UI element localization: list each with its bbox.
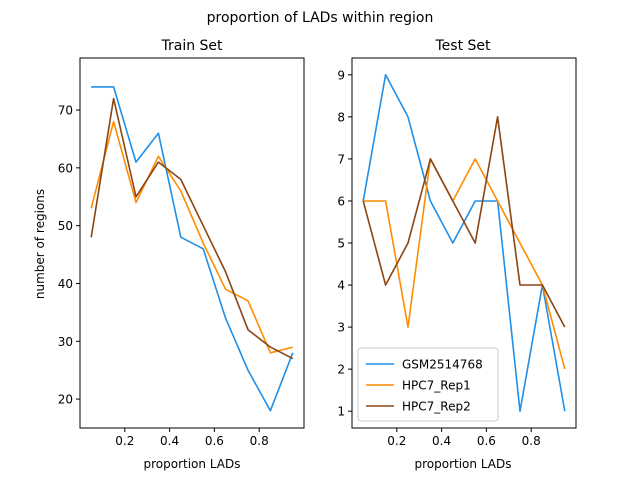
test-set-series-line-hpc7-rep2	[362, 116, 566, 328]
train-set-y-tick-label: 70	[58, 104, 73, 118]
test-set-panel: Test Set 0.2 0.4 0.6 0.8 1 2 3 4 5 6 7 8 9 GSM2514768…	[337, 38, 577, 471]
train-set-y-tick-label: 30	[58, 335, 73, 349]
test-set-y-tick-label: 4	[337, 279, 345, 293]
train-set-title: Train Set	[160, 38, 223, 54]
train-set-plot-area: 0.2 0.4 0.6 0.8 20 30 40 50 60 70	[58, 57, 305, 448]
test-set-legend: GSM2514768 HPC7_Rep1 HPC7_Rep2	[357, 347, 499, 422]
test-set-x-tick-label: 0.8	[522, 434, 541, 448]
legend-label-gsm2514768: GSM2514768	[402, 358, 483, 372]
train-set-series-line-gsm2514768	[91, 86, 294, 412]
legend-label-hpc7-rep2: HPC7_Rep2	[402, 400, 471, 414]
train-set-axes-frame	[79, 57, 305, 429]
train-set-x-tick-label: 0.6	[205, 434, 224, 448]
train-set-xlabel: proportion LADs	[144, 457, 241, 471]
test-set-y-tick-label: 7	[337, 152, 345, 166]
legend-frame	[357, 347, 499, 422]
train-set-series-line-hpc7-rep1	[90, 120, 293, 354]
test-set-y-tick-label: 9	[337, 68, 345, 82]
test-set-y-tick-label: 5	[337, 237, 345, 251]
test-set-x-tick-label: 0.6	[477, 434, 496, 448]
test-set-y-tick-label: 3	[337, 321, 345, 335]
figure-suptitle: proportion of LADs within region	[207, 10, 434, 26]
test-set-title: Test Set	[434, 38, 491, 54]
train-set-x-tick-label: 0.2	[115, 434, 134, 448]
test-set-x-tick-label: 0.2	[387, 434, 406, 448]
train-set-y-tick-label: 60	[58, 161, 73, 175]
train-set-series-line-hpc7-rep2	[90, 97, 294, 360]
test-set-y-tick-label: 8	[337, 110, 345, 124]
test-set-y-tick-label: 1	[337, 405, 345, 419]
train-set-x-tick-label: 0.4	[160, 434, 179, 448]
test-set-y-tick-label: 2	[337, 363, 345, 377]
train-set-y-tick-label: 20	[58, 393, 73, 407]
legend-label-hpc7-rep1: HPC7_Rep1	[402, 379, 471, 393]
train-set-y-tick-label: 50	[58, 219, 73, 233]
train-set-ylabel: number of regions	[33, 189, 47, 299]
train-set-y-tick-label: 40	[58, 277, 73, 291]
train-set-x-tick-label: 0.8	[250, 434, 269, 448]
test-set-series-line-hpc7-rep1	[363, 158, 566, 370]
test-set-y-tick-label: 6	[337, 194, 345, 208]
test-set-x-tick-label: 0.4	[432, 434, 451, 448]
test-set-plot-area: 0.2 0.4 0.6 0.8 1 2 3 4 5 6 7 8 9 GSM2514768 HPC7_Rep1…	[337, 57, 577, 448]
train-set-panel: Train Set 0.2 0.4 0.6 0.8 20 30 40 50 60 70 propo…	[33, 38, 305, 471]
test-set-xlabel: proportion LADs	[415, 457, 512, 471]
